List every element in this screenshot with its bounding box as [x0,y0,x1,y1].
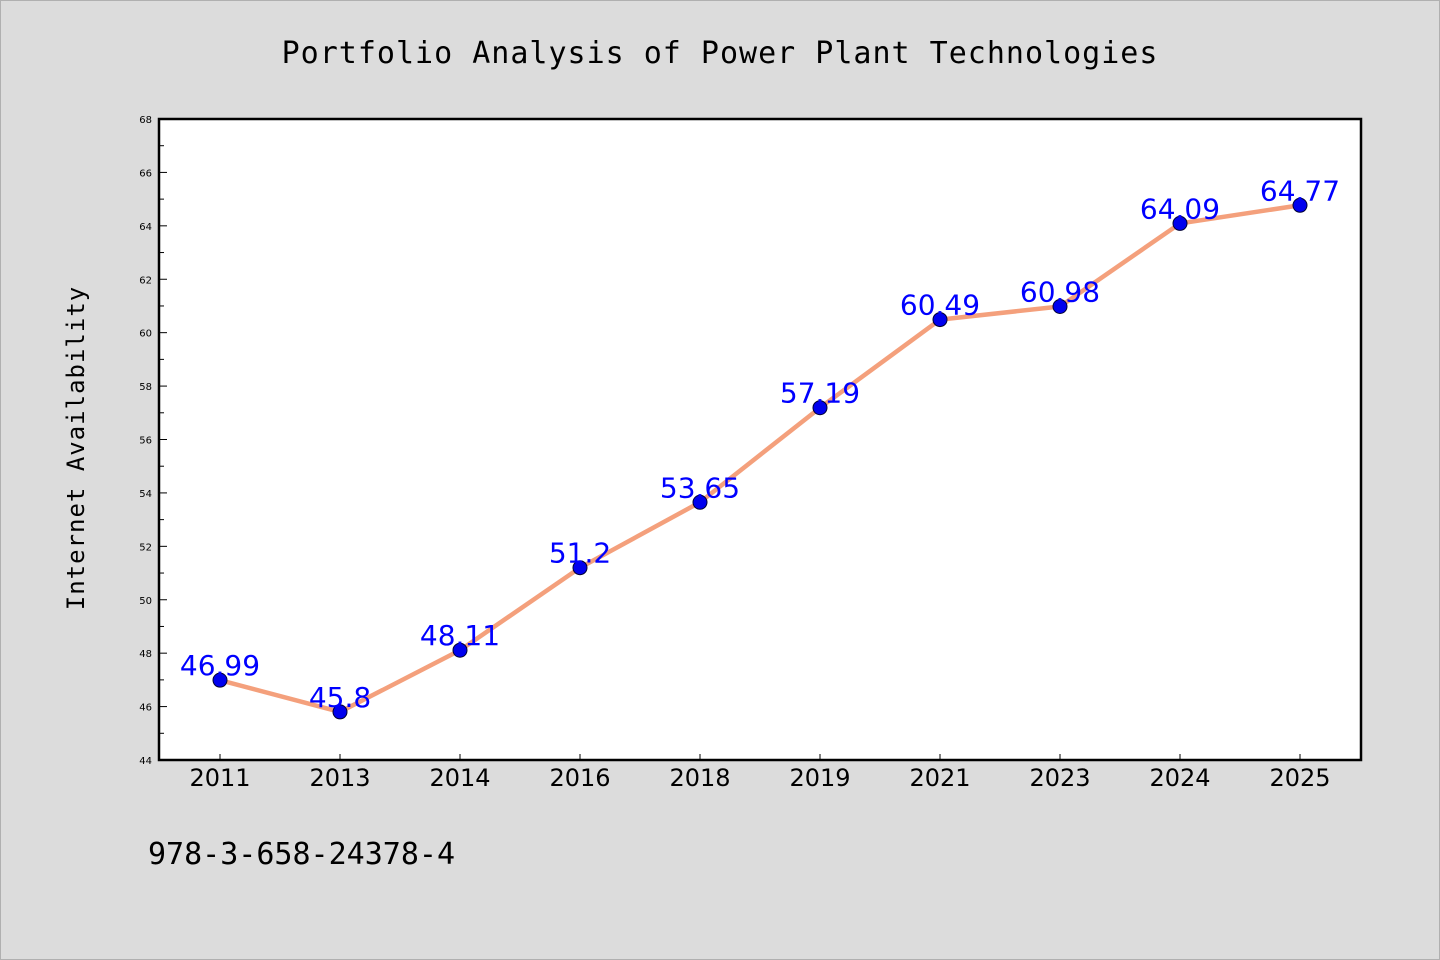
y-axis-title: Internet Availability [62,286,90,610]
x-tick-label: 2023 [1029,764,1090,792]
y-tick-label: 58 [139,382,152,393]
y-tick-label: 60 [139,329,152,340]
chart-title: Portfolio Analysis of Power Plant Techno… [282,36,1159,71]
data-label: 60.49 [900,289,980,322]
x-tick-label: 2021 [909,764,970,792]
data-label: 53.65 [660,471,740,504]
data-point [932,312,948,328]
data-labels: 46.99 45.8 48.11 51.2 53.65 57.19 60.49 60.98 64… [180,174,1340,714]
x-tick-label: 2016 [549,764,610,792]
series-layer: 46.99 45.8 48.11 51.2 53.65 57.19 60.49 60.98 64… [180,174,1340,720]
data-label: 57.19 [780,377,860,410]
footer-code: 978-3-658-24378-4 [148,837,455,872]
data-label: 64.09 [1140,192,1220,225]
x-tick-label: 2014 [429,764,490,792]
data-label: 60.98 [1020,275,1100,308]
y-tick-label: 48 [139,649,152,660]
data-label: 64.77 [1260,174,1340,207]
x-tick-label: 2019 [789,764,850,792]
data-point [1172,215,1188,231]
y-tick-label: 44 [139,756,152,767]
data-point [812,400,828,416]
y-tick-label: 56 [139,436,152,447]
x-axis: 2011 2013 2014 2016 2018 2019 2021 2023 2024 2025 [189,754,1331,792]
y-tick-label: 52 [139,542,152,553]
data-label: 51.2 [549,537,611,570]
x-tick-label: 2024 [1149,764,1210,792]
data-point [212,672,228,688]
data-label: 45.8 [309,681,371,714]
data-point [572,560,588,576]
data-point [452,642,468,658]
plot-frame [157,117,1363,762]
data-point [1052,298,1068,314]
x-tick-label: 2013 [309,764,370,792]
y-tick-label: 62 [139,275,152,286]
data-point [1292,197,1308,213]
plot-area [159,119,1361,760]
data-label: 48.11 [420,619,500,652]
data-point [332,704,348,720]
x-tick-label: 2025 [1269,764,1330,792]
y-tick-label: 68 [139,115,152,126]
data-label: 46.99 [180,649,260,682]
data-point [692,494,708,510]
y-tick-label: 50 [139,596,152,607]
series-line [217,203,1303,715]
y-tick-label: 66 [139,168,152,179]
x-tick-label: 2018 [669,764,730,792]
y-tick-label: 46 [139,703,152,714]
x-tick-label: 2011 [189,764,250,792]
series-markers [212,197,1308,720]
y-tick-label: 54 [139,489,152,500]
y-tick-label: 64 [139,222,152,233]
